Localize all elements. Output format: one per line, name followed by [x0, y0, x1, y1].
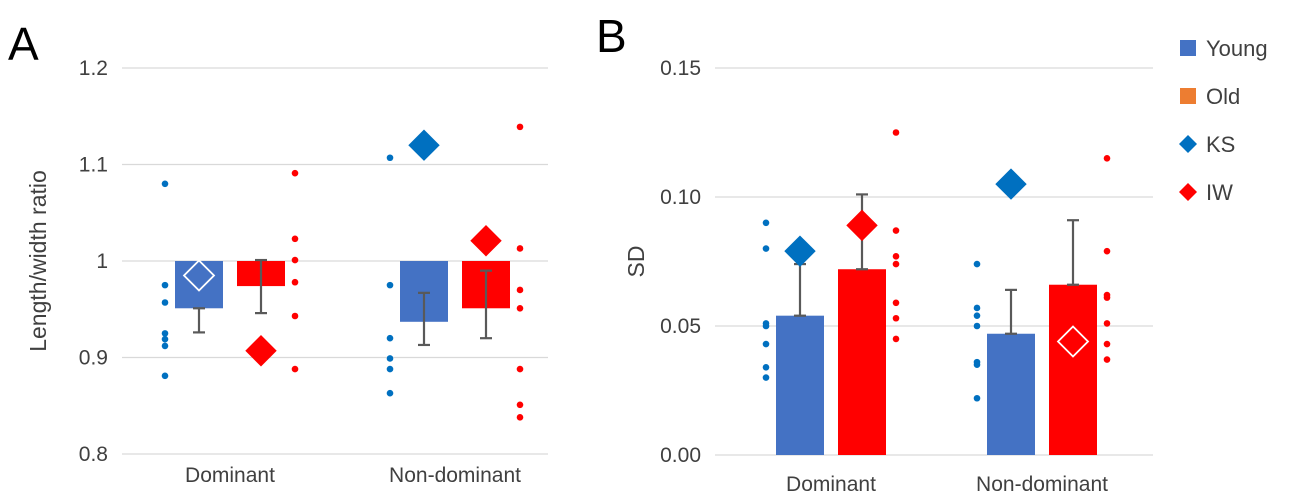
diamond-ks: [995, 168, 1027, 200]
data-point-young: [973, 358, 981, 366]
data-point-young: [386, 334, 394, 342]
data-point-young: [161, 342, 169, 350]
diamond-ks: [408, 129, 440, 161]
data-point-old: [1103, 320, 1111, 327]
diamond-iw: [846, 209, 878, 242]
data-point-old: [892, 227, 900, 234]
bar-old: [838, 269, 886, 455]
y-tick-label: 0.10: [660, 186, 701, 209]
legend-swatch-iw: [1179, 183, 1197, 201]
bar-old: [1049, 284, 1097, 455]
data-point-young: [386, 389, 394, 397]
data-point-young: [386, 281, 394, 289]
x-tick-label: Dominant: [786, 473, 876, 496]
data-point-old: [892, 253, 900, 260]
y-tick-label: 0.8: [79, 443, 108, 466]
y-tick-label: 1.1: [79, 154, 108, 177]
data-point-old: [291, 278, 299, 286]
data-point-old: [892, 129, 900, 136]
data-point-young: [386, 365, 394, 373]
y-axis-title: SD: [623, 246, 649, 278]
data-point-old: [1103, 356, 1111, 363]
data-point-young: [161, 281, 169, 289]
data-point-old: [892, 299, 900, 307]
legend-label-iw: IW: [1206, 180, 1233, 205]
data-point-young: [973, 394, 981, 402]
data-point-old: [892, 260, 900, 268]
data-point-old: [516, 123, 524, 131]
x-tick-label: Dominant: [185, 464, 275, 487]
data-point-young: [762, 374, 770, 381]
data-point-old: [516, 414, 524, 421]
x-tick-label: Non-dominant: [976, 473, 1108, 496]
legend-swatch-ks: [1179, 135, 1197, 153]
panel-letter-a: A: [8, 18, 39, 70]
data-point-old: [516, 365, 524, 373]
data-point-old: [516, 401, 524, 409]
legend-swatch-old: [1180, 88, 1196, 104]
chart-panel-b: 0.00 0.05 0.10 0.15 SD Dominant Non-dominant: [623, 57, 1153, 496]
diamond-ks: [784, 235, 816, 267]
diamond-iw: [470, 225, 502, 257]
panel-letter-b: B: [596, 10, 627, 62]
chart-panel-a: 0.8 0.9 1 1.1 1.2 Length/width ratio Dominant N…: [25, 57, 548, 487]
data-point-old: [516, 245, 524, 252]
data-point-old: [1103, 155, 1111, 162]
legend-label-old: Old: [1206, 84, 1240, 109]
data-point-young: [161, 180, 169, 188]
legend-label-young: Young: [1206, 36, 1268, 61]
data-point-young: [973, 304, 981, 312]
y-tick-label: 0.15: [660, 57, 701, 80]
data-point-young: [386, 355, 394, 362]
data-point-young: [973, 312, 981, 319]
diamond-ks: [182, 259, 216, 292]
diamond-iw: [245, 335, 277, 367]
data-point-young: [762, 219, 770, 227]
data-point-young: [762, 245, 770, 252]
data-point-old: [892, 314, 900, 322]
data-point-young: [973, 260, 981, 268]
bar-young: [776, 315, 824, 455]
data-point-young: [161, 372, 169, 380]
data-point-old: [1103, 340, 1111, 348]
y-tick-label: 1: [96, 250, 108, 273]
y-tick-label: 0.00: [660, 444, 701, 467]
data-point-young: [762, 340, 770, 348]
data-point-old: [291, 256, 299, 264]
y-tick-label: 1.2: [79, 57, 108, 80]
data-point-young: [762, 320, 770, 327]
data-point-old: [1103, 291, 1111, 299]
legend-swatch-young: [1180, 40, 1196, 56]
bar-young: [175, 261, 223, 309]
data-point-young: [161, 299, 169, 306]
y-tick-label: 0.05: [660, 315, 701, 338]
data-point-old: [291, 235, 299, 243]
data-point-old: [291, 365, 299, 373]
data-point-old: [1103, 247, 1111, 255]
x-tick-label: Non-dominant: [389, 464, 521, 487]
legend-label-ks: KS: [1206, 132, 1235, 157]
data-point-old: [892, 335, 900, 343]
diamond-iw: [1056, 325, 1090, 358]
bar-young: [987, 333, 1035, 455]
data-point-old: [516, 304, 524, 312]
data-point-young: [386, 154, 394, 162]
data-point-young: [161, 330, 169, 337]
chart-legend: Young Old KS IW: [1179, 36, 1268, 205]
data-point-old: [291, 312, 299, 320]
y-axis-title: Length/width ratio: [25, 170, 51, 352]
data-point-young: [973, 322, 981, 330]
data-point-young: [762, 363, 770, 371]
data-point-old: [516, 286, 524, 294]
data-point-young: [161, 335, 169, 343]
y-tick-label: 0.9: [79, 347, 108, 370]
data-point-old: [291, 169, 299, 177]
